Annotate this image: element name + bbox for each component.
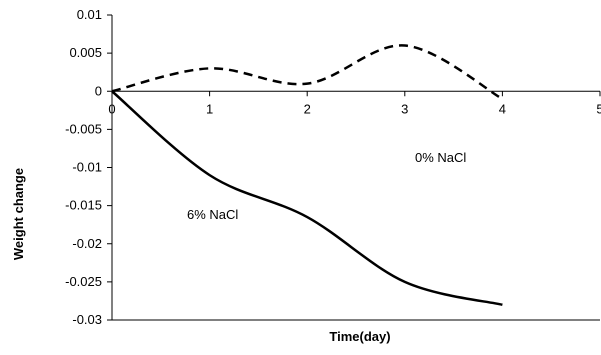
x-tick-label: 3: [401, 101, 408, 116]
x-tick-label: 2: [304, 101, 311, 116]
x-axis-ticks: 0 1 2 3 4 5: [108, 91, 601, 116]
y-tick-label: -0.01: [72, 160, 102, 175]
series-label-6-nacl: 6% NaCl: [187, 207, 238, 222]
plot-frame: [111, 15, 600, 321]
series-line-1: [111, 90, 503, 306]
x-tick-label: 4: [499, 101, 506, 116]
series-lines: [111, 44, 504, 306]
y-tick-label: -0.03: [72, 312, 102, 327]
series-label-0-nacl: 0% NaCl: [415, 150, 466, 165]
x-tick-label: 1: [206, 101, 213, 116]
x-axis-title: Time(day): [329, 329, 390, 344]
x-tick-label: 0: [108, 101, 115, 116]
y-tick-label: 0.005: [69, 45, 102, 60]
y-tick-label: -0.025: [65, 274, 102, 289]
y-axis-title: Weight change: [11, 168, 26, 260]
y-tick-label: -0.015: [65, 198, 102, 213]
y-tick-label: 0.01: [77, 7, 102, 22]
x-tick-label: 5: [596, 101, 601, 116]
y-tick-label: -0.02: [72, 236, 102, 251]
series-line-0: [111, 44, 504, 100]
y-axis-ticks: 0.01 0.005 0 -0.005 -0.01 -0.015 -0.02 -0.025 -0…: [65, 7, 112, 327]
y-tick-label: -0.005: [65, 121, 102, 136]
y-tick-label: 0: [95, 83, 102, 98]
